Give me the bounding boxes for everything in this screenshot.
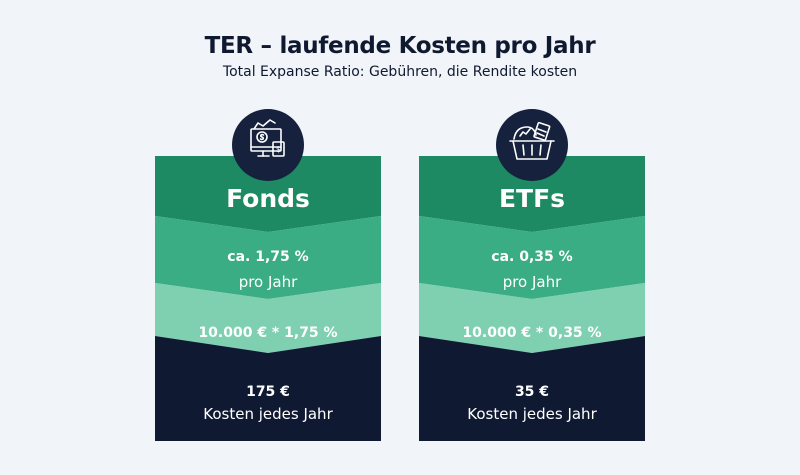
fonds-calculation: 10.000 € * 1,75 % bbox=[198, 325, 338, 341]
fund-investment-icon: $ bbox=[232, 109, 304, 181]
etfs-calculation: 10.000 € * 0,35 % bbox=[462, 325, 602, 341]
page-subtitle: Total Expanse Ratio: Gebühren, die Rendi… bbox=[222, 64, 578, 80]
fonds-ter-period: pro Jahr bbox=[238, 273, 298, 291]
etfs-cost-label: Kosten jedes Jahr bbox=[467, 405, 597, 423]
etfs-ter-band bbox=[419, 216, 645, 299]
fonds-cost-band bbox=[155, 336, 381, 441]
etfs-cost-band bbox=[419, 336, 645, 441]
page-title: TER – laufende Kosten pro Jahr bbox=[204, 33, 596, 59]
etfs-card: ETFs ca. 0,35 % pro Jahr 10.000 € * 0,35… bbox=[419, 156, 645, 441]
fonds-card: Fonds ca. 1,75 % pro Jahr 10.000 € * 1,7… bbox=[155, 156, 381, 441]
etfs-ter-value: ca. 0,35 % bbox=[491, 249, 573, 265]
etf-basket-icon bbox=[496, 109, 568, 181]
fonds-heading-band bbox=[155, 156, 381, 232]
fonds-cost-amount: 175 € bbox=[246, 384, 290, 400]
etfs-heading: ETFs bbox=[498, 184, 566, 213]
fonds-card-bands bbox=[155, 156, 381, 441]
fonds-heading: Fonds bbox=[226, 184, 310, 213]
etfs-heading-band bbox=[419, 156, 645, 232]
fonds-ter-value: ca. 1,75 % bbox=[227, 249, 309, 265]
etfs-ter-period: pro Jahr bbox=[502, 273, 562, 291]
fonds-calc-band bbox=[155, 283, 381, 353]
fonds-cost-label: Kosten jedes Jahr bbox=[203, 405, 333, 423]
etfs-calc-band bbox=[419, 283, 645, 353]
fonds-ter-band bbox=[155, 216, 381, 299]
etfs-cost-amount: 35 € bbox=[514, 384, 550, 400]
svg-text:$: $ bbox=[276, 145, 281, 154]
etfs-card-bands bbox=[419, 156, 645, 441]
